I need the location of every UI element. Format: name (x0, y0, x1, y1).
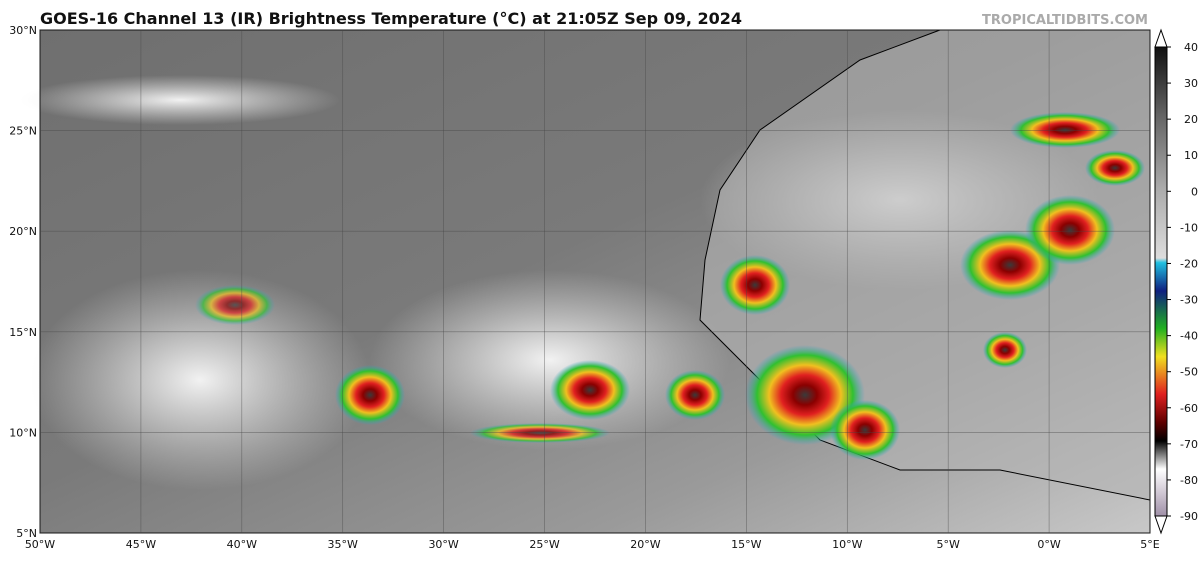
lon-label: 40°W (227, 538, 257, 551)
colorbar (1154, 46, 1168, 517)
colorbar-label: -40 (1180, 330, 1198, 343)
lon-label: 30°W (428, 538, 458, 551)
colorbar-label: -60 (1180, 402, 1198, 415)
colorbar-label: -30 (1180, 294, 1198, 307)
lon-label: 5°E (1140, 538, 1159, 551)
colorbar-label: -50 (1180, 366, 1198, 379)
lon-label: 25°W (529, 538, 559, 551)
lon-label: 20°W (630, 538, 660, 551)
lon-label: 0°W (1037, 538, 1060, 551)
lon-label: 45°W (126, 538, 156, 551)
colorbar-label: -10 (1180, 221, 1198, 234)
lon-label: 10°W (832, 538, 862, 551)
colorbar-label: 0 (1191, 185, 1198, 198)
colorbar-label: -70 (1180, 438, 1198, 451)
lat-label: 30°N (9, 24, 37, 37)
lat-label: 10°N (9, 426, 37, 439)
colorbar-label: 40 (1184, 41, 1198, 54)
colorbar-label: -90 (1180, 510, 1198, 523)
colorbar-label: -80 (1180, 474, 1198, 487)
colorbar-label: -20 (1180, 257, 1198, 270)
lat-label: 20°N (9, 225, 37, 238)
lat-label: 5°N (16, 527, 37, 540)
colorbar-label: 30 (1184, 77, 1198, 90)
map-image (20, 29, 1151, 533)
title: GOES-16 Channel 13 (IR) Brightness Tempe… (40, 9, 742, 28)
lat-label: 15°N (9, 326, 37, 339)
lat-label: 25°N (9, 125, 37, 138)
lon-label: 15°W (731, 538, 761, 551)
colorbar-label: 10 (1184, 149, 1198, 162)
watermark: TROPICALTIDBITS.COM (982, 13, 1148, 28)
lon-label: 5°W (936, 538, 959, 551)
colorbar-label: 20 (1184, 113, 1198, 126)
lon-label: 50°W (25, 538, 55, 551)
lon-label: 35°W (328, 538, 358, 551)
